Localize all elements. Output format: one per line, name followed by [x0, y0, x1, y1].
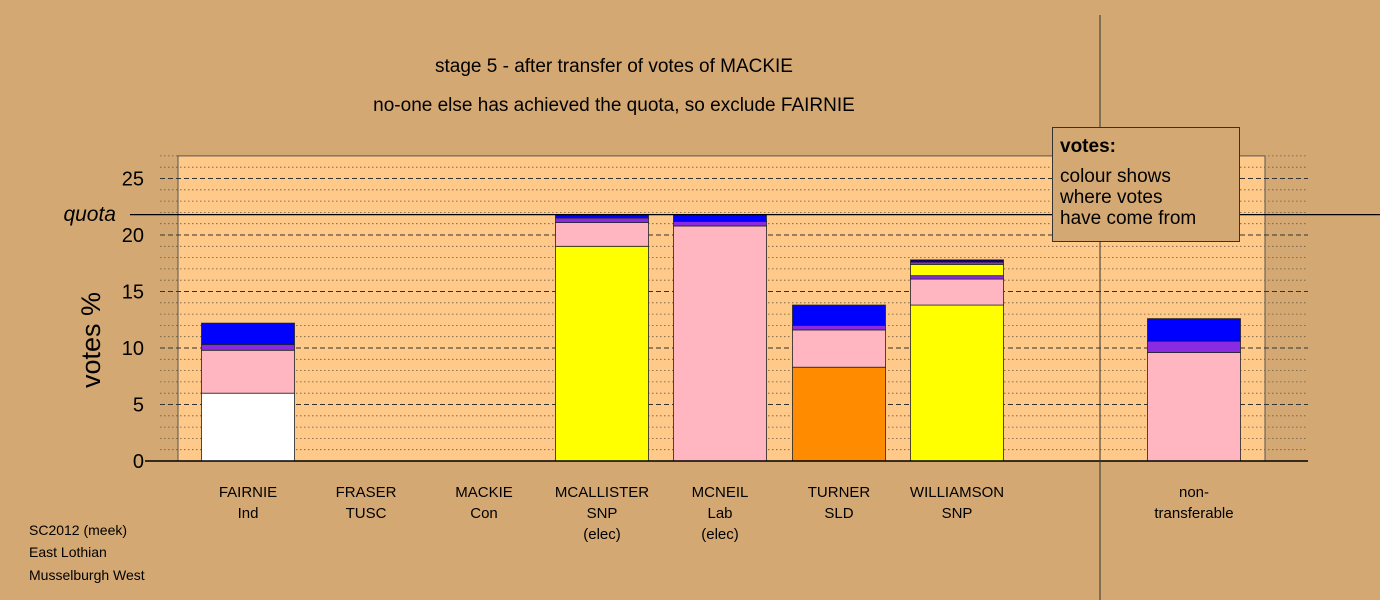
- bar-segment: [201, 322, 295, 346]
- bar-segment: [1147, 352, 1241, 462]
- category-label: FRASER: [336, 484, 397, 501]
- legend-title: votes:: [1060, 136, 1116, 157]
- category-sublabel: SLD: [824, 505, 853, 522]
- y-tick-label: 10: [122, 338, 144, 360]
- y-tick-label: 15: [122, 282, 144, 304]
- legend: votes: colour shows where votes have com…: [1052, 127, 1240, 242]
- category-sublabel: Ind: [238, 505, 259, 522]
- bar-segment: [555, 217, 649, 223]
- quota-label: quota: [63, 203, 116, 226]
- bar-segment: [201, 392, 295, 462]
- bar-segment: [673, 214, 767, 222]
- bar-segment: [201, 349, 295, 394]
- category-label: MACKIE: [455, 484, 513, 501]
- bar-segment: [910, 275, 1004, 280]
- bar-segment: [910, 263, 1004, 277]
- bar-segment: [555, 222, 649, 247]
- category-label: MCALLISTER: [555, 484, 649, 501]
- bar-segment: [910, 278, 1004, 306]
- chart-title: stage 5 - after transfer of votes of MAC…: [435, 56, 793, 77]
- y-axis-label: votes %: [76, 292, 106, 388]
- source-line: Musselburgh West: [29, 567, 145, 583]
- category-label: TURNER: [808, 484, 871, 501]
- category-sublabel: (elec): [583, 526, 621, 543]
- bar-segment: [910, 304, 1004, 462]
- y-tick-label: 0: [133, 451, 144, 473]
- category-sublabel: Con: [470, 505, 498, 522]
- category-label: WILLIAMSON: [910, 484, 1004, 501]
- bar-segment: [792, 324, 886, 331]
- bar-segment: [673, 221, 767, 227]
- legend-line: colour shows: [1060, 166, 1171, 187]
- bar-segment: [201, 344, 295, 351]
- y-tick-label: 20: [122, 225, 144, 247]
- category-sublabel: (elec): [701, 526, 739, 543]
- category-sublabel: transferable: [1154, 505, 1233, 522]
- y-tick-label: 25: [122, 169, 144, 191]
- category-sublabel: SNP: [942, 505, 973, 522]
- category-sublabel: Lab: [707, 505, 732, 522]
- category-label: non-: [1179, 484, 1209, 501]
- legend-line: have come from: [1060, 208, 1197, 229]
- bar-segment: [792, 366, 886, 462]
- bar-segment: [792, 304, 886, 326]
- bar-segment: [910, 259, 1004, 263]
- source-line: SC2012 (meek): [29, 522, 128, 538]
- bar-segment: [673, 225, 767, 462]
- bar-segment: [1147, 318, 1241, 342]
- bar-segment: [792, 329, 886, 368]
- source-line: East Lothian: [29, 544, 107, 560]
- chart-subtitle: no-one else has achieved the quota, so e…: [373, 95, 855, 116]
- legend-line: where votes: [1060, 187, 1163, 208]
- category-label: MCNEIL: [692, 484, 749, 501]
- category-label: FAIRNIE: [219, 484, 277, 501]
- bar-segment: [555, 245, 649, 462]
- category-sublabel: SNP: [587, 505, 618, 522]
- bar-segment: [1147, 340, 1241, 353]
- category-sublabel: TUSC: [346, 505, 387, 522]
- y-tick-label: 5: [133, 395, 144, 417]
